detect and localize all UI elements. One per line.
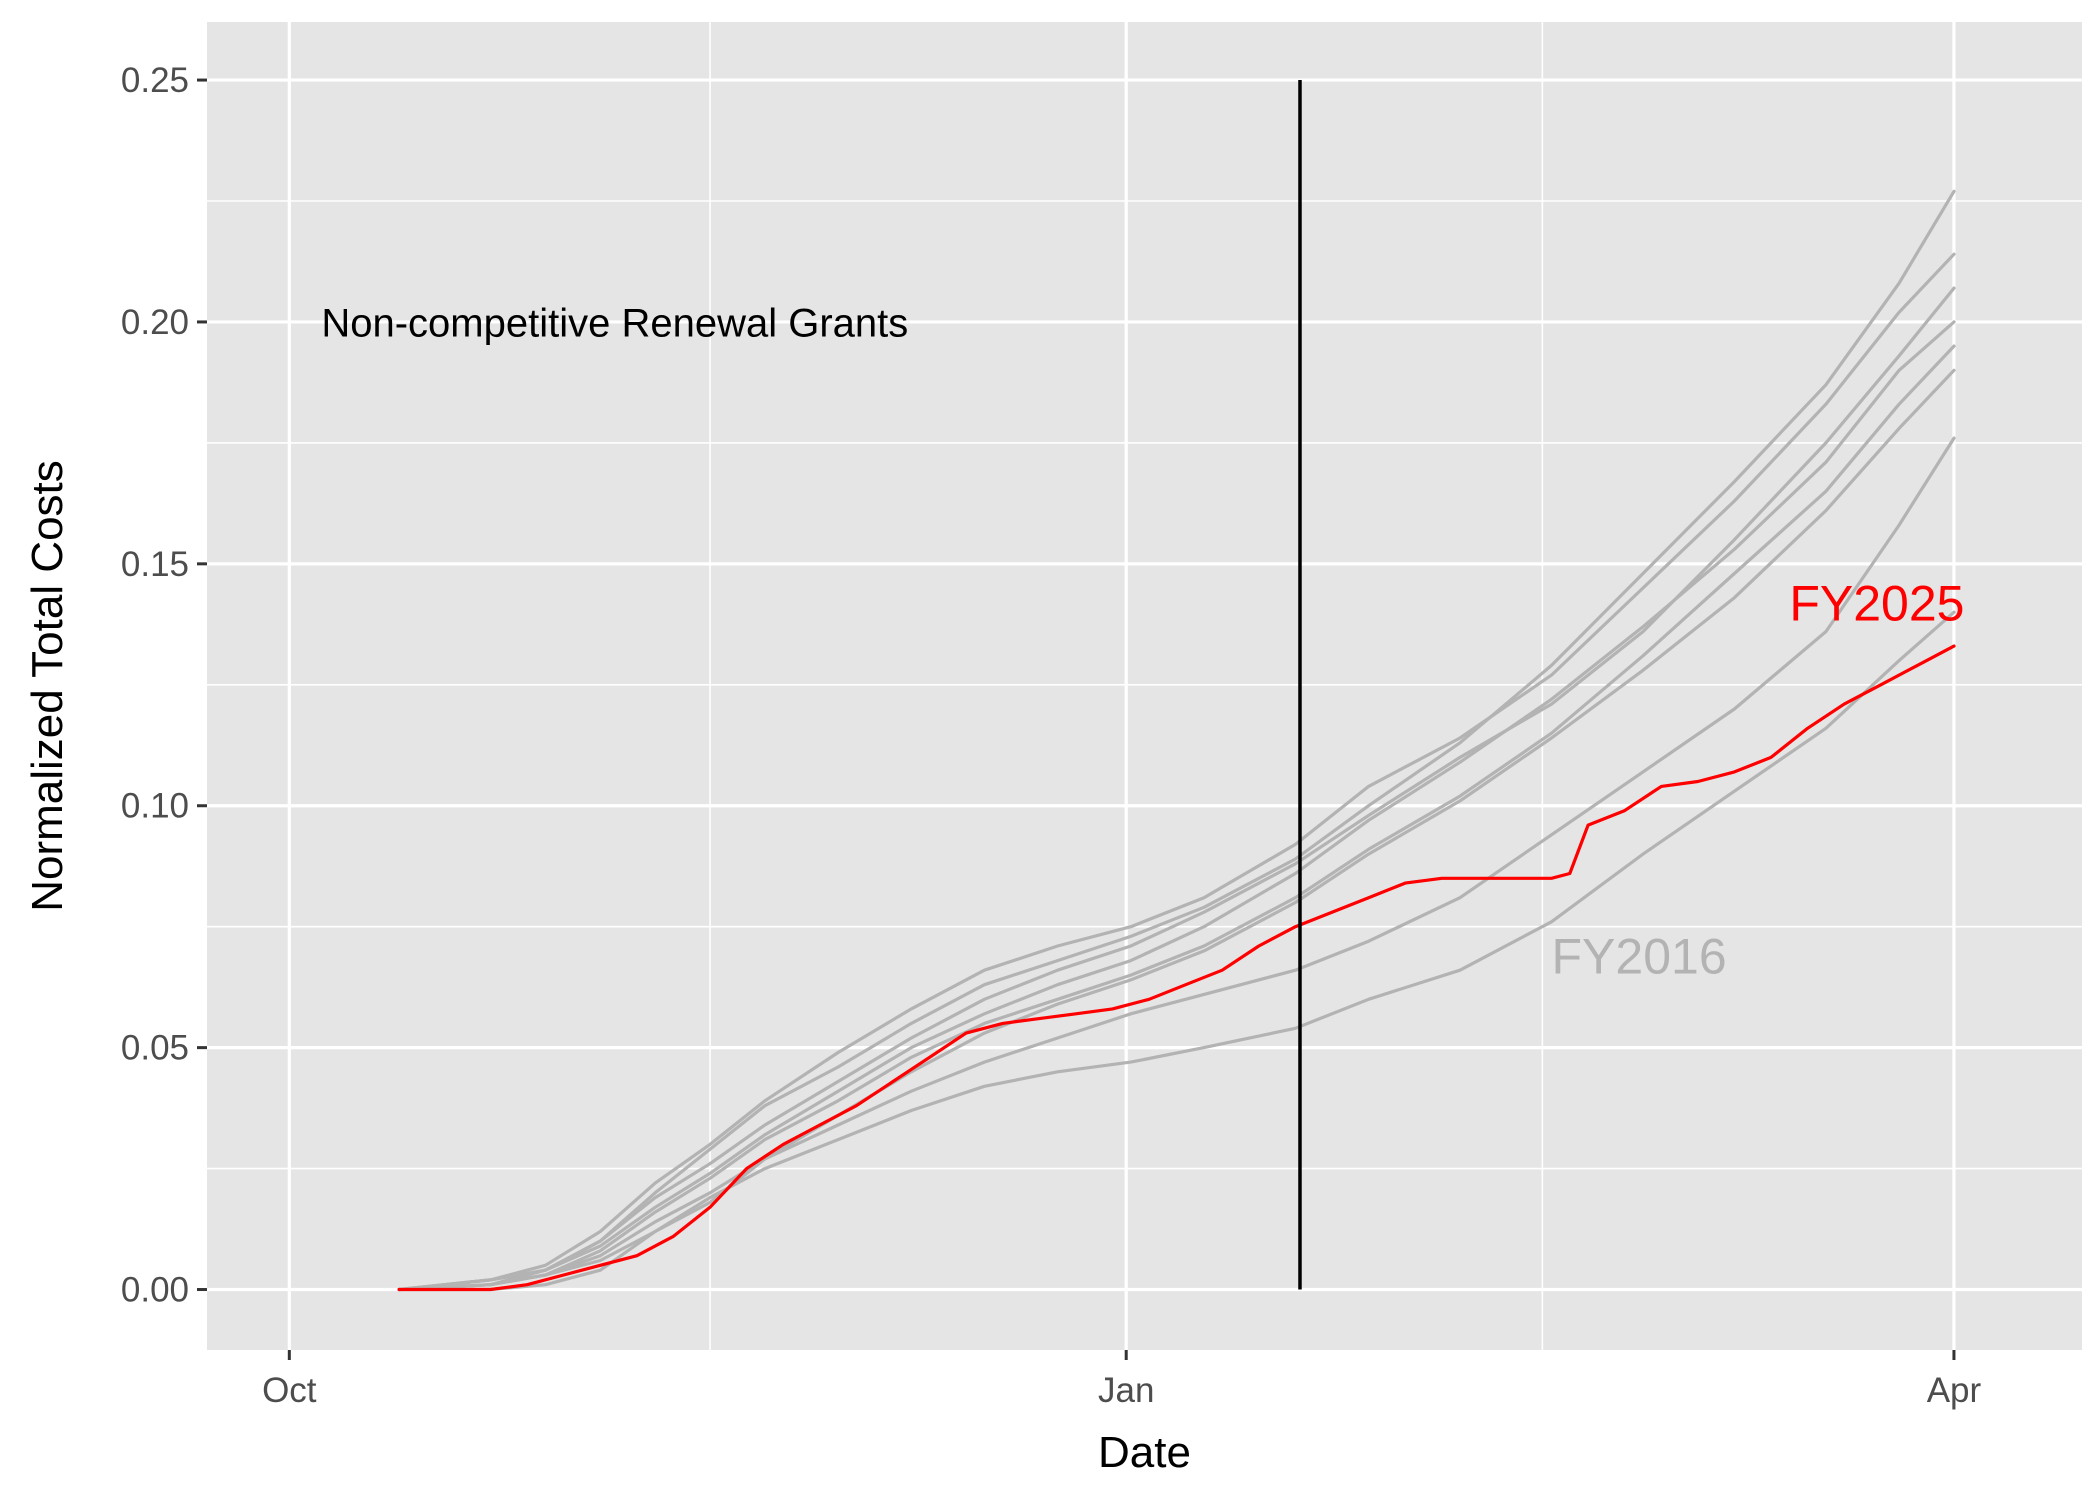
annotation-label: FY2025 xyxy=(1789,576,1964,632)
x-tick-label: Oct xyxy=(262,1371,317,1410)
series-line-8 xyxy=(397,610,1956,1292)
annotations: Non-competitive Renewal Grants FY2025 FY20… xyxy=(321,301,1964,984)
y-axis-tick-labels: 0.00 0.05 0.10 0.15 0.20 0.25 xyxy=(121,61,189,1309)
annotation-label: FY2016 xyxy=(1552,929,1727,985)
minor-gridlines xyxy=(207,22,2082,1350)
series-line-7 xyxy=(397,436,1956,1292)
y-tick-label: 0.20 xyxy=(121,303,189,342)
x-axis-tick-labels: Oct Jan Apr xyxy=(262,1371,1981,1410)
y-tick-label: 0.15 xyxy=(121,545,189,584)
series-line-2 xyxy=(397,320,1956,1292)
series-line-1 xyxy=(397,368,1956,1292)
y-tick-label: 0.05 xyxy=(121,1029,189,1068)
series-lines xyxy=(397,189,1956,1292)
x-tick-label: Jan xyxy=(1098,1371,1154,1410)
x-axis-title: Date xyxy=(1098,1428,1191,1477)
annotation-label: Non-competitive Renewal Grants xyxy=(321,301,908,345)
series-line-6 xyxy=(397,344,1956,1292)
series-line-5 xyxy=(397,286,1956,1292)
series-line-9 xyxy=(397,644,1956,1292)
y-tick-label: 0.25 xyxy=(121,61,189,100)
x-tick-label: Apr xyxy=(1927,1371,1982,1410)
series-line-4 xyxy=(397,189,1956,1292)
plot-panel xyxy=(207,22,2082,1350)
y-axis-title: Normalized Total Costs xyxy=(23,460,72,912)
y-tick-label: 0.00 xyxy=(121,1271,189,1310)
series-line-3 xyxy=(397,252,1956,1292)
y-tick-label: 0.10 xyxy=(121,787,189,826)
axis-tick-marks xyxy=(197,78,1956,1360)
